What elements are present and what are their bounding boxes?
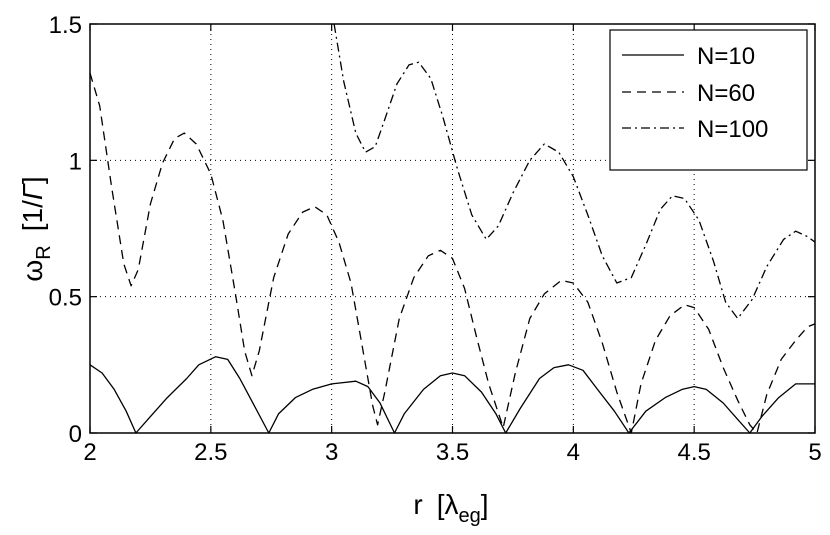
legend-label-2: N=60	[697, 80, 755, 107]
x-tick-label: 4	[567, 439, 580, 466]
gridlines	[90, 24, 815, 433]
y-tick-label: 0	[69, 421, 82, 448]
series-line-3	[333, 23, 816, 320]
legend-box	[609, 29, 808, 171]
y-tick-label: 1	[69, 148, 82, 175]
x-tick-label: 3.5	[436, 439, 469, 466]
series-line-2	[89, 72, 816, 434]
legend-items: N=10 N=60 N=100	[622, 43, 768, 143]
x-axis-label: r [λeg]	[413, 489, 488, 527]
legend-label-1: N=10	[697, 43, 755, 70]
x-tick-label: 2	[83, 439, 96, 466]
y-tick-label: 0.5	[49, 285, 82, 312]
series-layer	[89, 23, 816, 434]
x-tick-label: 5	[808, 439, 821, 466]
x-tick-label: 3	[325, 439, 338, 466]
x-tick-label: 2.5	[194, 439, 227, 466]
x-tick-label: 4.5	[677, 439, 710, 466]
tick-labels: 2 2.5 3 3.5 4 4.5 5 0 0.5 1 1.5	[49, 12, 822, 466]
y-axis-label: ωR[1/Γ]	[17, 176, 55, 281]
legend: N=10 N=60 N=100	[609, 29, 808, 171]
tick-marks	[89, 23, 816, 434]
y-tick-label: 1.5	[49, 12, 82, 39]
legend-label-3: N=100	[697, 116, 768, 143]
series-line-1	[89, 356, 815, 434]
